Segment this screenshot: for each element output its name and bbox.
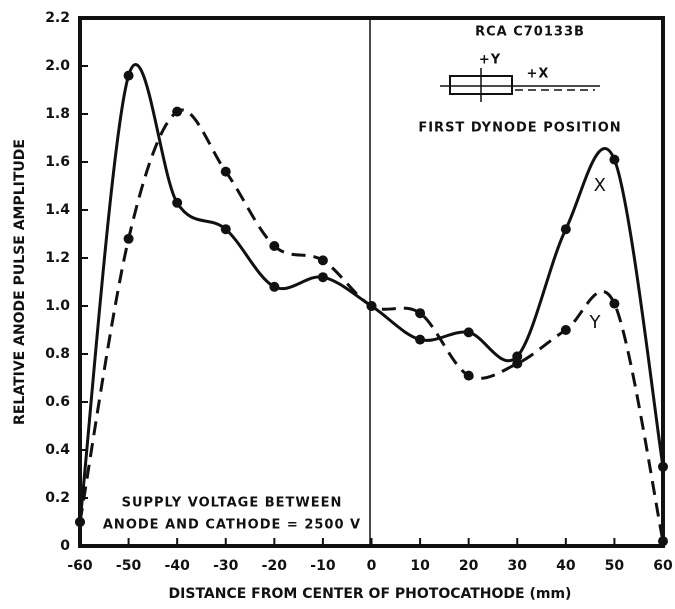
data-point — [123, 233, 134, 244]
y-tick-label: 0 — [60, 538, 70, 554]
x-tick-label: 40 — [556, 558, 576, 574]
series-label: X — [594, 175, 606, 196]
x-tick-label: 60 — [653, 558, 673, 574]
data-point — [220, 224, 231, 235]
data-point — [512, 358, 523, 369]
y-tick-label: 1.2 — [45, 250, 70, 266]
x-tick-label: 20 — [459, 558, 479, 574]
annotation: FIRST DYNODE POSITION — [418, 121, 621, 136]
data-point — [415, 308, 426, 319]
x-tick-label: -20 — [262, 558, 288, 574]
y-tick-label: 2.2 — [45, 10, 70, 26]
y-tick-label: 1.4 — [45, 202, 70, 218]
annotation: +Y — [479, 53, 501, 68]
y-tick-label: 1.0 — [45, 298, 70, 314]
data-point — [317, 255, 328, 266]
x-tick-label: 0 — [367, 558, 377, 574]
x-axis-label: DISTANCE FROM CENTER OF PHOTOCATHODE (mm… — [169, 586, 572, 602]
data-point — [463, 327, 474, 338]
series-label: Y — [588, 312, 601, 333]
x-tick-label: 50 — [605, 558, 625, 574]
annotation: +X — [527, 67, 550, 82]
data-point — [560, 224, 571, 235]
y-axis-label: RELATIVE ANODE PULSE AMPLITUDE — [12, 139, 28, 425]
data-point — [269, 281, 280, 292]
data-point — [658, 461, 668, 472]
data-point — [172, 197, 183, 208]
y-tick-label: 1.6 — [45, 154, 70, 170]
x-tick-label: -50 — [116, 558, 142, 574]
y-tick-label: 0.8 — [45, 346, 70, 362]
annotation: SUPPLY VOLTAGE BETWEEN — [122, 496, 343, 511]
data-point — [609, 298, 620, 309]
y-tick-label: 2.0 — [45, 58, 70, 74]
x-tick-label: -10 — [310, 558, 336, 574]
data-point — [609, 154, 620, 165]
data-point — [415, 334, 426, 345]
data-point — [463, 370, 474, 381]
data-point — [658, 536, 668, 547]
annotation: ANODE AND CATHODE = 2500 V — [103, 518, 361, 533]
x-tick-label: 30 — [508, 558, 528, 574]
data-point — [123, 70, 134, 81]
data-point — [560, 325, 571, 335]
x-tick-label: -60 — [67, 558, 93, 574]
y-tick-label: 0.2 — [45, 490, 70, 506]
x-tick-label: 10 — [410, 558, 430, 574]
data-point — [366, 301, 377, 311]
data-point — [75, 517, 85, 527]
y-tick-label: 0.6 — [45, 394, 70, 410]
annotation: RCA C70133B — [475, 25, 585, 40]
plot-frame — [78, 16, 665, 548]
y-tick-label: 1.8 — [45, 106, 70, 122]
series-line — [78, 108, 665, 542]
x-tick-label: -40 — [165, 558, 191, 574]
data-point — [220, 166, 231, 177]
data-point — [317, 272, 328, 283]
data-point — [269, 241, 280, 251]
data-point — [172, 106, 183, 117]
y-tick-label: 0.4 — [45, 442, 70, 458]
data-point — [512, 351, 523, 362]
x-tick-label: -30 — [213, 558, 239, 574]
